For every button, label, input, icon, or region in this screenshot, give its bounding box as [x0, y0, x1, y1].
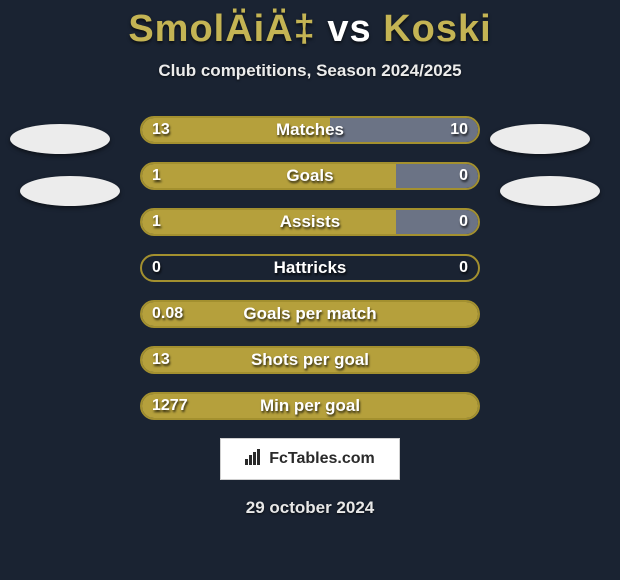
comparison-chart: Matches1310Goals10Assists10Hattricks00Go… — [0, 116, 620, 420]
stat-bar-track — [140, 208, 480, 236]
stat-bar-left — [142, 348, 480, 374]
player2-name: Koski — [383, 8, 491, 50]
comparison-title: SmolÄiÄ‡ vs Koski — [0, 0, 620, 51]
left-team-logo — [20, 176, 120, 206]
stat-bar-track — [140, 116, 480, 144]
left-team-logo — [10, 124, 110, 154]
right-team-logo — [490, 124, 590, 154]
stat-row: Assists10 — [0, 208, 620, 236]
brand-text: FcTables.com — [269, 450, 375, 468]
stat-bar-track — [140, 346, 480, 374]
stat-bar-left — [142, 302, 480, 328]
stat-bar-right — [396, 210, 478, 236]
player1-name: SmolÄiÄ‡ — [128, 8, 315, 50]
stat-bar-track — [140, 254, 480, 282]
bar-chart-icon — [245, 449, 263, 470]
stat-bar-track — [140, 300, 480, 328]
stat-row: Goals per match0.08 — [0, 300, 620, 328]
stat-bar-right — [330, 118, 478, 144]
stat-bar-right — [396, 164, 478, 190]
stat-row: Hattricks00 — [0, 254, 620, 282]
snapshot-date: 29 october 2024 — [0, 498, 620, 518]
stat-bar-left — [142, 164, 400, 190]
brand-attribution: FcTables.com — [220, 438, 400, 480]
stat-row: Shots per goal13 — [0, 346, 620, 374]
right-team-logo — [500, 176, 600, 206]
subtitle: Club competitions, Season 2024/2025 — [0, 61, 620, 81]
stat-row: Min per goal1277 — [0, 392, 620, 420]
stat-bar-left — [142, 118, 334, 144]
stat-bar-left — [142, 210, 400, 236]
vs-text: vs — [316, 8, 383, 50]
stat-bar-track — [140, 162, 480, 190]
stat-bar-left — [142, 394, 480, 420]
stat-bar-track — [140, 392, 480, 420]
